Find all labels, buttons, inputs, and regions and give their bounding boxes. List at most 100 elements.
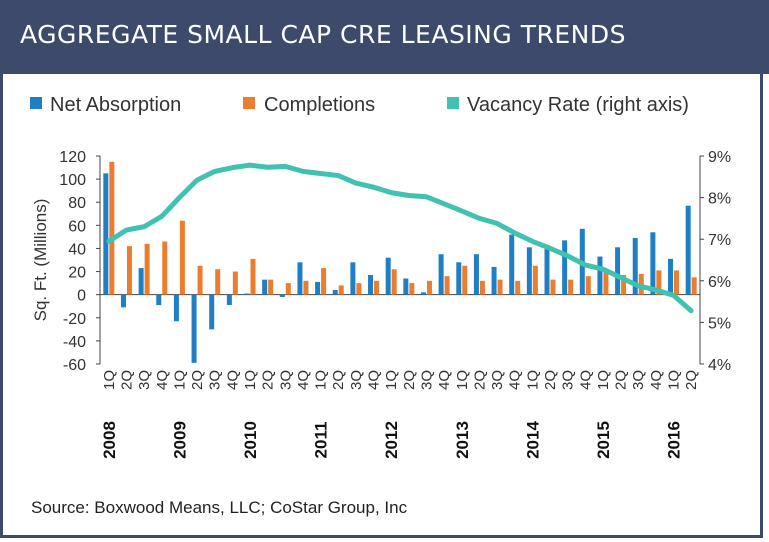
absorption-bar	[668, 258, 674, 295]
quarter-label: 1Q	[242, 370, 259, 390]
completions-bar	[515, 280, 521, 295]
absorption-bar	[632, 238, 638, 295]
completions-bar	[303, 280, 309, 295]
absorption-bar	[562, 240, 568, 295]
quarter-label: 3Q	[489, 370, 506, 390]
completions-bar	[532, 265, 538, 295]
quarter-label: 2Q	[683, 370, 700, 390]
absorption-bar	[420, 292, 426, 295]
leasing-trends-chart: Net Absorption Completions Vacancy Rate (r…	[30, 94, 731, 459]
completions-bar	[374, 280, 380, 295]
year-label: 2013	[453, 421, 472, 459]
vacancy-rate-line	[106, 162, 694, 314]
y-tick-label: 120	[59, 149, 86, 166]
legend-label: Vacancy Rate (right axis)	[467, 94, 689, 116]
year-label: 2010	[241, 421, 260, 459]
completions-bar	[162, 241, 168, 295]
absorption-bar	[332, 290, 338, 295]
y-tick-label: 60	[68, 218, 86, 235]
legend-swatch	[243, 97, 255, 109]
absorption-bar	[491, 266, 497, 295]
absorption-bar	[279, 294, 285, 297]
absorption-bar	[368, 275, 374, 295]
y2-tick-label: 6%	[708, 274, 731, 291]
quarter-label: 3Q	[136, 370, 153, 390]
absorption-bar	[385, 257, 391, 295]
completions-bar	[656, 270, 662, 295]
absorption-bar	[209, 294, 215, 330]
quarter-label: 4Q	[507, 370, 524, 390]
quarter-label: 1Q	[101, 370, 118, 390]
quarter-label: 3Q	[418, 370, 435, 390]
year-label: 2008	[100, 421, 119, 459]
quarter-label: 2Q	[118, 370, 135, 390]
quarter-label: 4Q	[436, 370, 453, 390]
absorption-bar	[509, 234, 515, 295]
absorption-bar	[262, 279, 268, 295]
completions-bar	[479, 280, 485, 295]
legend: Net Absorption Completions Vacancy Rate (r…	[30, 94, 689, 116]
y-tick-label: -60	[63, 357, 86, 374]
y2-tick-label: 8%	[708, 191, 731, 208]
completions-bar	[321, 268, 327, 295]
quarter-label: 2Q	[401, 370, 418, 390]
year-label: 2015	[594, 421, 613, 459]
quarter-label: 1Q	[666, 370, 683, 390]
completions-bar	[426, 280, 432, 295]
year-label: 2012	[382, 421, 401, 459]
completions-bar	[250, 258, 256, 295]
absorption-bar	[173, 294, 179, 322]
quarter-label: 3Q	[560, 370, 577, 390]
absorption-bar	[138, 268, 144, 295]
year-label: 2016	[665, 421, 684, 459]
quarter-label: 2Q	[613, 370, 630, 390]
completions-bar	[462, 265, 468, 295]
quarter-label: 2Q	[189, 370, 206, 390]
quarter-label: 1Q	[383, 370, 400, 390]
y-axis-title: Sq. Ft. (Millions)	[31, 199, 50, 322]
absorption-bar	[615, 247, 621, 295]
completions-bar	[585, 276, 591, 295]
y-tick-label: 100	[59, 172, 86, 189]
absorption-bar	[244, 293, 250, 295]
completions-bar	[338, 285, 344, 295]
title-bar: AGGREGATE SMALL CAP CRE LEASING TRENDS	[0, 0, 769, 74]
completions-bar	[674, 270, 680, 295]
completions-bar	[603, 271, 609, 295]
quarter-label: 1Q	[313, 370, 330, 390]
completions-bar	[126, 246, 132, 295]
completions-bar	[197, 265, 203, 295]
quarter-label: 3Q	[277, 370, 294, 390]
quarter-label: 4Q	[154, 370, 171, 390]
absorption-bar	[438, 254, 444, 295]
quarter-label: 1Q	[595, 370, 612, 390]
completions-bar	[391, 269, 397, 295]
vacancy-line	[106, 162, 694, 314]
absorption-bar	[226, 294, 232, 306]
quarter-label: 4Q	[366, 370, 383, 390]
absorption-bar	[544, 244, 550, 295]
completions-bar	[215, 269, 221, 295]
quarter-label: 1Q	[524, 370, 541, 390]
y-tick-label: -40	[63, 334, 86, 351]
absorption-bar	[597, 256, 603, 295]
absorption-bar	[456, 262, 462, 295]
legend-swatch	[30, 97, 42, 109]
completions-bar	[497, 279, 503, 295]
legend-label: Net Absorption	[50, 94, 181, 116]
quarter-label: 1Q	[171, 370, 188, 390]
completions-bar	[444, 276, 450, 295]
quarter-label: 3Q	[348, 370, 365, 390]
y2-tick-label: 4%	[708, 357, 731, 374]
y2-tick-label: 5%	[708, 315, 731, 332]
quarter-label: 3Q	[630, 370, 647, 390]
chart-title: AGGREGATE SMALL CAP CRE LEASING TRENDS	[20, 20, 626, 49]
legend-label: Completions	[264, 94, 375, 116]
axis-labels: 120 100 80 60 40 20 0 -20 -40 -60 9% 8% 7% 6% 5% 4% Sq. …	[31, 149, 731, 459]
quarter-label: 4Q	[295, 370, 312, 390]
year-label: 2009	[170, 421, 189, 459]
quarter-label: 2Q	[330, 370, 347, 390]
completions-bar	[179, 220, 185, 295]
absorption-bar	[685, 205, 691, 295]
